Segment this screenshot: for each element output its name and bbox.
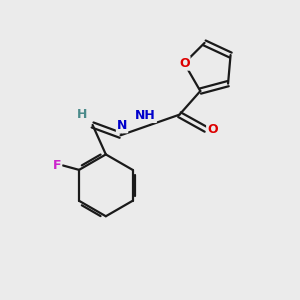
Text: O: O — [179, 57, 190, 70]
Text: NH: NH — [135, 109, 156, 122]
Text: N: N — [117, 119, 127, 132]
Text: H: H — [77, 108, 88, 121]
Text: F: F — [53, 159, 61, 172]
Text: O: O — [207, 123, 218, 136]
